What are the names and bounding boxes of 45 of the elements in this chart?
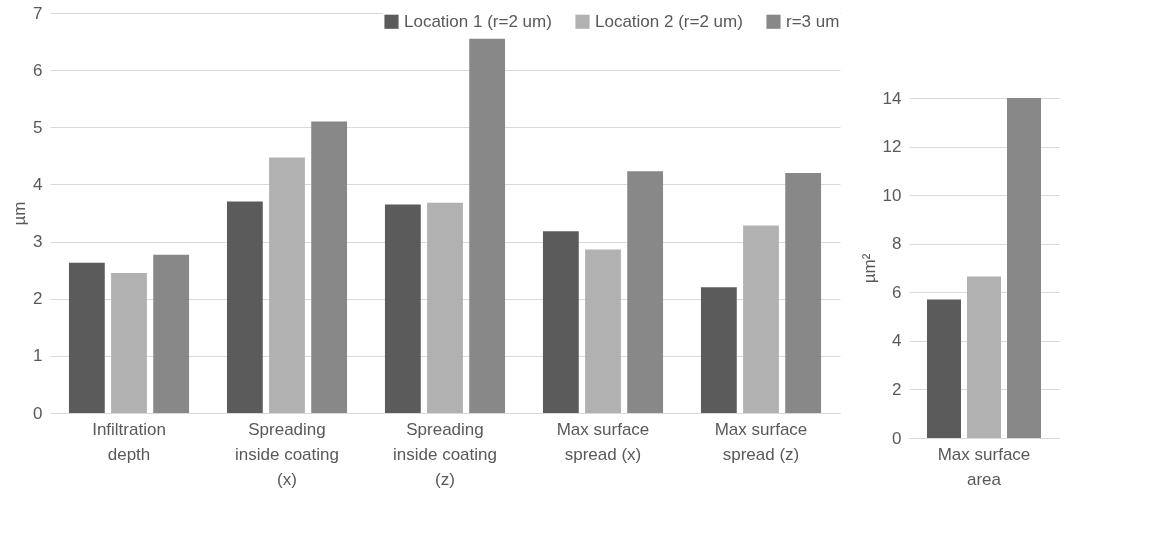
y-tick-label: 10 bbox=[882, 185, 902, 205]
bar bbox=[785, 173, 822, 413]
bar bbox=[226, 201, 263, 413]
bar bbox=[542, 231, 579, 413]
bar bbox=[153, 254, 190, 413]
y-tick-label: 1 bbox=[33, 346, 43, 366]
y-tick-label: 0 bbox=[892, 428, 902, 448]
y-tick-label: 14 bbox=[882, 88, 902, 108]
bar bbox=[927, 299, 961, 438]
y-tick-label: 6 bbox=[33, 60, 43, 80]
x-tick-label: Max surface area bbox=[937, 444, 1031, 489]
bar bbox=[311, 121, 348, 413]
bar bbox=[585, 249, 621, 413]
x-tick-label: Max surface spread (z) bbox=[714, 419, 808, 464]
bar bbox=[427, 202, 463, 413]
y-tick-label: 2 bbox=[892, 379, 902, 399]
y-tick-label: 0 bbox=[33, 403, 43, 423]
y-tick-label: 5 bbox=[33, 117, 43, 137]
y-tick-label: 4 bbox=[33, 174, 43, 194]
legend-label: r=3 um bbox=[786, 11, 840, 31]
legend-label: Location 2 (r=2 um) bbox=[595, 11, 743, 31]
bar bbox=[967, 276, 1001, 438]
x-tick-label: Infiltration depth bbox=[92, 419, 166, 464]
y-tick-label: 3 bbox=[33, 232, 43, 252]
y-axis-title: µm² bbox=[859, 253, 879, 284]
x-tick-label: Spreading inside coating (x) bbox=[235, 419, 339, 489]
y-axis-title: µm bbox=[10, 201, 30, 226]
bar bbox=[68, 262, 105, 413]
bar bbox=[111, 273, 147, 413]
x-tick-label: Spreading inside coating (z) bbox=[393, 419, 497, 489]
y-tick-label: 6 bbox=[892, 282, 902, 302]
y-tick-label: 4 bbox=[892, 331, 902, 351]
bar bbox=[384, 204, 421, 413]
bar bbox=[469, 38, 506, 413]
bar bbox=[1007, 98, 1041, 438]
bar bbox=[743, 225, 779, 413]
bar bbox=[700, 287, 737, 413]
y-tick-label: 8 bbox=[892, 234, 902, 254]
bar bbox=[269, 157, 305, 413]
y-tick-label: 12 bbox=[882, 137, 902, 157]
x-tick-label: Max surface spread (x) bbox=[556, 419, 650, 464]
legend-label: Location 1 (r=2 um) bbox=[404, 11, 552, 31]
y-tick-label: 7 bbox=[33, 3, 43, 23]
bar bbox=[627, 171, 664, 413]
y-tick-label: 2 bbox=[33, 289, 43, 309]
